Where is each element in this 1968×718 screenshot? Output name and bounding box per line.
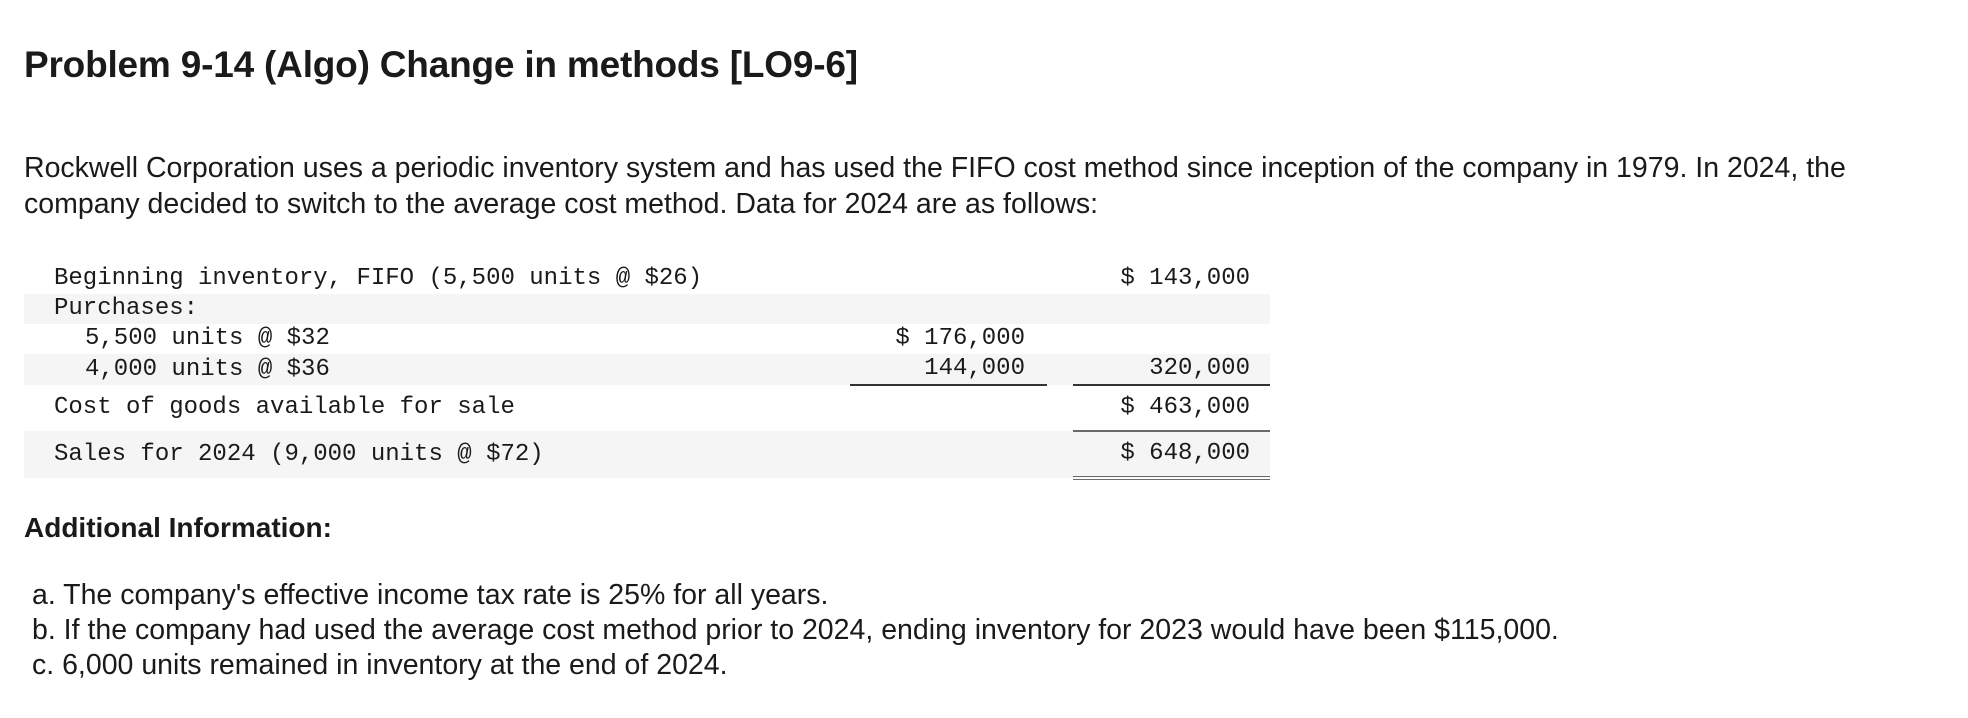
row-label: Beginning inventory, FIFO (5,500 units @… xyxy=(54,265,703,292)
row-amount-col2 xyxy=(1073,324,1270,354)
table-row-beginning-inventory: Beginning inventory, FIFO (5,500 units @… xyxy=(24,264,1270,294)
additional-info-list: a. The company's effective income tax ra… xyxy=(32,578,1559,683)
problem-title: Problem 9-14 (Algo) Change in methods [L… xyxy=(24,44,858,85)
row-amount-col1 xyxy=(850,264,1047,294)
row-amount-col2: $ 463,000 xyxy=(1073,385,1270,432)
additional-info-heading: Additional Information: xyxy=(24,512,332,543)
list-item: c. 6,000 units remained in inventory at … xyxy=(32,649,728,681)
row-amount-col2: $ 648,000 xyxy=(1073,431,1270,480)
problem-intro: Rockwell Corporation uses a periodic inv… xyxy=(24,152,1846,220)
row-amount-col1 xyxy=(850,431,1047,478)
inventory-data-table: Beginning inventory, FIFO (5,500 units @… xyxy=(24,264,1270,480)
row-amount-col1 xyxy=(850,385,1047,431)
row-label: Sales for 2024 (9,000 units @ $72) xyxy=(24,431,850,478)
list-item: b. If the company had used the average c… xyxy=(32,614,1559,646)
row-label: Purchases: xyxy=(24,294,850,324)
row-amount-col2: 320,000 xyxy=(1073,354,1270,386)
table-row-sales: Sales for 2024 (9,000 units @ $72) $ 648… xyxy=(24,431,1270,480)
table-row-cost-of-goods-available: Cost of goods available for sale $ 463,0… xyxy=(24,385,1270,432)
row-label: 4,000 units @ $36 xyxy=(24,354,850,385)
row-label: 5,500 units @ $32 xyxy=(85,325,330,352)
table-row-purchases: Purchases: xyxy=(24,294,1270,324)
table-row-purchase-1: 5,500 units @ $32 $ 176,000 xyxy=(24,324,1270,354)
list-item: a. The company's effective income tax ra… xyxy=(32,579,829,611)
row-label: Cost of goods available for sale xyxy=(54,394,515,421)
row-amount-col1 xyxy=(850,294,1047,324)
table-row-purchase-2: 4,000 units @ $36 144,000 320,000 xyxy=(24,354,1270,386)
row-amount-col1: 144,000 xyxy=(850,354,1047,386)
row-amount-col1: $ 176,000 xyxy=(895,325,1025,352)
row-amount-col2: $ 143,000 xyxy=(1120,265,1250,292)
row-amount-col2 xyxy=(1073,294,1270,324)
